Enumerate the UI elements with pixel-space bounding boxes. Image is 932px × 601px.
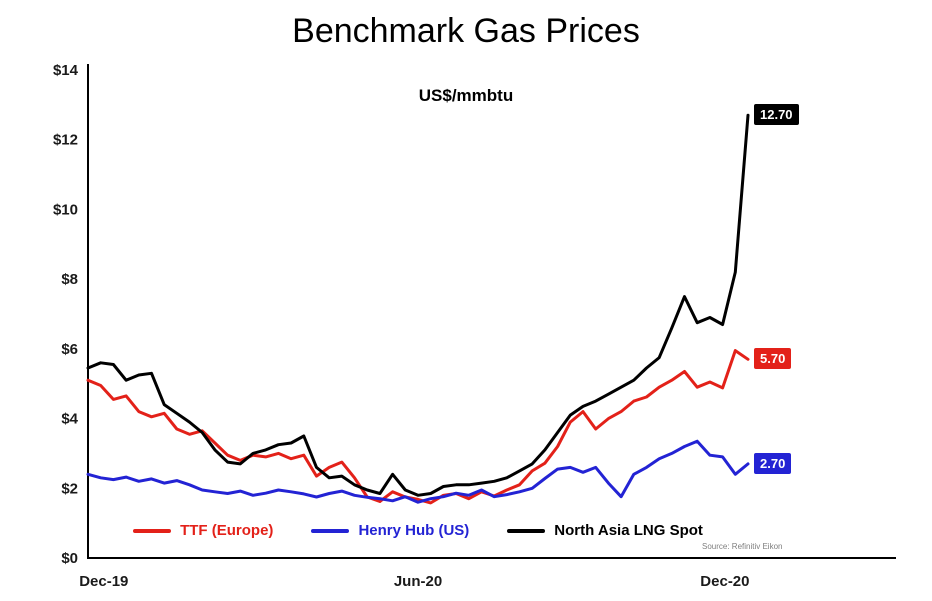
y-tick-label: $2: [61, 480, 78, 497]
y-tick-label: $12: [53, 132, 78, 149]
series-line-0: [86, 349, 750, 505]
chart-unit-label: US$/mmbtu: [418, 86, 514, 105]
series-line-2: [86, 113, 750, 497]
legend-label-north-asia-lng: North Asia LNG Spot: [554, 522, 703, 539]
end-value-badge-henry-hub: 2.70: [754, 452, 792, 474]
legend-label-ttf-europe: TTF (Europe): [180, 522, 274, 539]
end-value-badge-ttf-europe: 5.70: [754, 348, 792, 370]
legend-swatch-north-asia-lng: [507, 528, 546, 533]
source-note: Source: Refinitiv Eikon: [702, 542, 783, 551]
legend-item-ttf-europe: TTF (Europe): [133, 522, 273, 539]
x-tick-label: Dec-20: [700, 573, 749, 590]
legend-item-north-asia-lng: North Asia LNG Spot: [507, 522, 703, 539]
y-tick-label: $4: [61, 411, 78, 428]
legend: TTF (Europe) Henry Hub (US) North Asia L…: [88, 522, 748, 539]
y-tick-label: $6: [61, 341, 78, 358]
legend-swatch-ttf-europe: [133, 528, 172, 533]
chart-title: Benchmark Gas Prices: [292, 12, 640, 50]
legend-label-henry-hub: Henry Hub (US): [358, 522, 470, 539]
y-tick-label: $10: [53, 201, 78, 218]
series-line-1: [86, 439, 750, 504]
x-tick-label: Jun-20: [394, 573, 442, 590]
end-value-badge-north-asia-lng: 12.70: [754, 104, 799, 126]
legend-swatch-henry-hub: [311, 528, 350, 533]
y-tick-label: $0: [61, 550, 78, 567]
y-tick-label: $14: [53, 62, 79, 79]
y-tick-label: $8: [61, 271, 78, 288]
x-tick-label: Dec-19: [79, 573, 128, 590]
legend-item-henry-hub: Henry Hub (US): [311, 522, 469, 539]
